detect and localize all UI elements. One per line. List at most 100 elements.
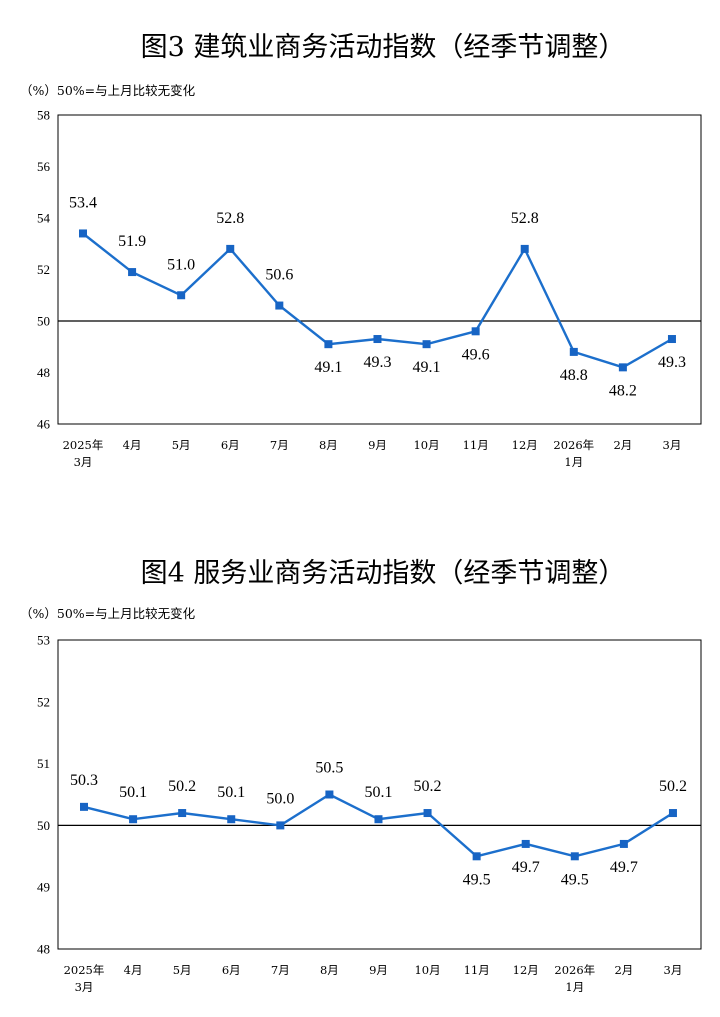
y-tick-label: 51 [37, 756, 50, 771]
data-label: 53.4 [69, 194, 97, 211]
y-tick-label: 49 [37, 880, 50, 895]
data-label: 49.7 [512, 859, 540, 876]
y-tick-label: 56 [37, 159, 51, 174]
services-index-chart: 图4 服务业商务活动指数（经季节调整） （%）50%=与上月比较无变化 48 49… [20, 558, 702, 994]
data-label: 50.0 [266, 790, 294, 807]
x-tick-label: 2月 [614, 963, 633, 977]
data-point [79, 229, 87, 238]
y-tick-label: 53 [37, 633, 50, 648]
x-tick-label: 9月 [368, 438, 387, 452]
data-label: 49.3 [658, 354, 686, 371]
data-point [472, 852, 481, 861]
data-point [570, 852, 579, 861]
x-tick-label: 8月 [319, 438, 338, 452]
data-point [177, 291, 186, 300]
x-tick-label: 2026年 [554, 963, 595, 977]
data-point [324, 340, 333, 349]
data-point [471, 327, 480, 336]
data-point [227, 815, 236, 824]
y-tick-label: 50 [37, 314, 50, 329]
data-label: 48.2 [609, 382, 637, 399]
data-label: 50.3 [70, 772, 98, 789]
data-point [618, 363, 627, 372]
data-point [520, 244, 529, 253]
data-point [128, 268, 137, 277]
x-tick-label: 12月 [513, 963, 539, 977]
x-tick-label: 2026年 [553, 438, 594, 452]
data-point [667, 335, 676, 344]
x-tick-label: 2月 [613, 438, 632, 452]
x-tick-label: 1月 [565, 980, 584, 994]
data-label: 49.1 [413, 359, 441, 376]
data-label: 49.3 [363, 354, 391, 371]
y-tick-label: 48 [37, 365, 50, 380]
data-labels: 50.3 50.1 50.2 50.1 50.0 50.5 50.1 50.2 49.5 49.7… [70, 760, 687, 889]
y-tick-label: 50 [37, 818, 50, 833]
x-tick-label: 10月 [414, 963, 440, 977]
data-label: 52.8 [216, 210, 244, 227]
x-tick-label: 3月 [663, 438, 682, 452]
series-line [82, 232, 673, 369]
x-tick-label: 3月 [74, 455, 93, 469]
x-tick-label: 8月 [320, 963, 339, 977]
data-label: 50.6 [265, 267, 293, 284]
x-tick-label: 7月 [271, 963, 290, 977]
x-tick-label: 5月 [172, 438, 191, 452]
y-tick-label: 48 [37, 942, 50, 957]
data-labels: 53.4 51.9 51.0 52.8 50.6 49.1 49.3 49.1 49.6 52.8… [69, 194, 686, 399]
construction-index-chart: 图3 建筑业商务活动指数（经季节调整） （%）50%=与上月比较无变化 46 48… [20, 32, 702, 469]
data-point [129, 815, 138, 824]
y-axis: 46 48 50 52 54 56 58 [37, 108, 51, 432]
data-point [275, 301, 284, 310]
series-markers [80, 790, 677, 861]
x-tick-label: 10月 [413, 438, 439, 452]
data-label: 49.6 [462, 346, 490, 363]
data-point [619, 839, 628, 848]
data-point [668, 809, 677, 818]
data-point [521, 839, 530, 848]
data-point [276, 821, 285, 830]
x-tick-label: 4月 [123, 438, 142, 452]
data-point [178, 809, 187, 818]
data-point [422, 340, 431, 349]
x-axis: 2025年 3月 4月 5月 6月 7月 8月 9月 10月 11月 12月 2026年 1月 2月 3月 [63, 438, 682, 469]
x-tick-label: 11月 [463, 438, 489, 452]
x-tick-label: 2025年 [64, 963, 105, 977]
plot-frame [57, 639, 702, 950]
y-tick-label: 54 [37, 211, 51, 226]
x-tick-label: 2025年 [63, 438, 104, 452]
x-tick-label: 6月 [221, 438, 240, 452]
x-tick-label: 6月 [222, 963, 241, 977]
chart-title: 图3 建筑业商务活动指数（经季节调整） [141, 32, 626, 63]
y-tick-label: 58 [37, 108, 50, 123]
x-tick-label: 1月 [564, 455, 583, 469]
data-label: 50.1 [364, 784, 392, 801]
series-markers [79, 229, 676, 372]
data-label: 49.1 [314, 359, 342, 376]
chart-title: 图4 服务业商务活动指数（经季节调整） [141, 558, 626, 589]
data-label: 49.5 [561, 871, 589, 888]
data-label: 49.7 [610, 859, 638, 876]
data-point [374, 815, 383, 824]
data-label: 52.8 [511, 210, 539, 227]
data-point [80, 802, 88, 811]
data-label: 49.5 [463, 871, 491, 888]
axis-note: （%）50%=与上月比较无变化 [20, 83, 196, 98]
data-label: 50.1 [217, 784, 245, 801]
data-label: 50.1 [119, 784, 147, 801]
data-point [423, 809, 432, 818]
axis-note: （%）50%=与上月比较无变化 [20, 606, 196, 621]
data-label: 50.2 [168, 778, 196, 795]
y-tick-label: 52 [37, 262, 50, 277]
data-label: 50.2 [659, 778, 687, 795]
data-label: 48.8 [560, 367, 588, 384]
x-tick-label: 5月 [173, 963, 192, 977]
y-tick-label: 46 [37, 417, 51, 432]
data-point [325, 790, 334, 799]
data-point [569, 347, 578, 356]
y-tick-label: 52 [37, 694, 50, 709]
data-label: 51.0 [167, 256, 195, 273]
y-axis: 48 49 50 51 52 53 [37, 633, 50, 957]
data-point [373, 335, 382, 344]
